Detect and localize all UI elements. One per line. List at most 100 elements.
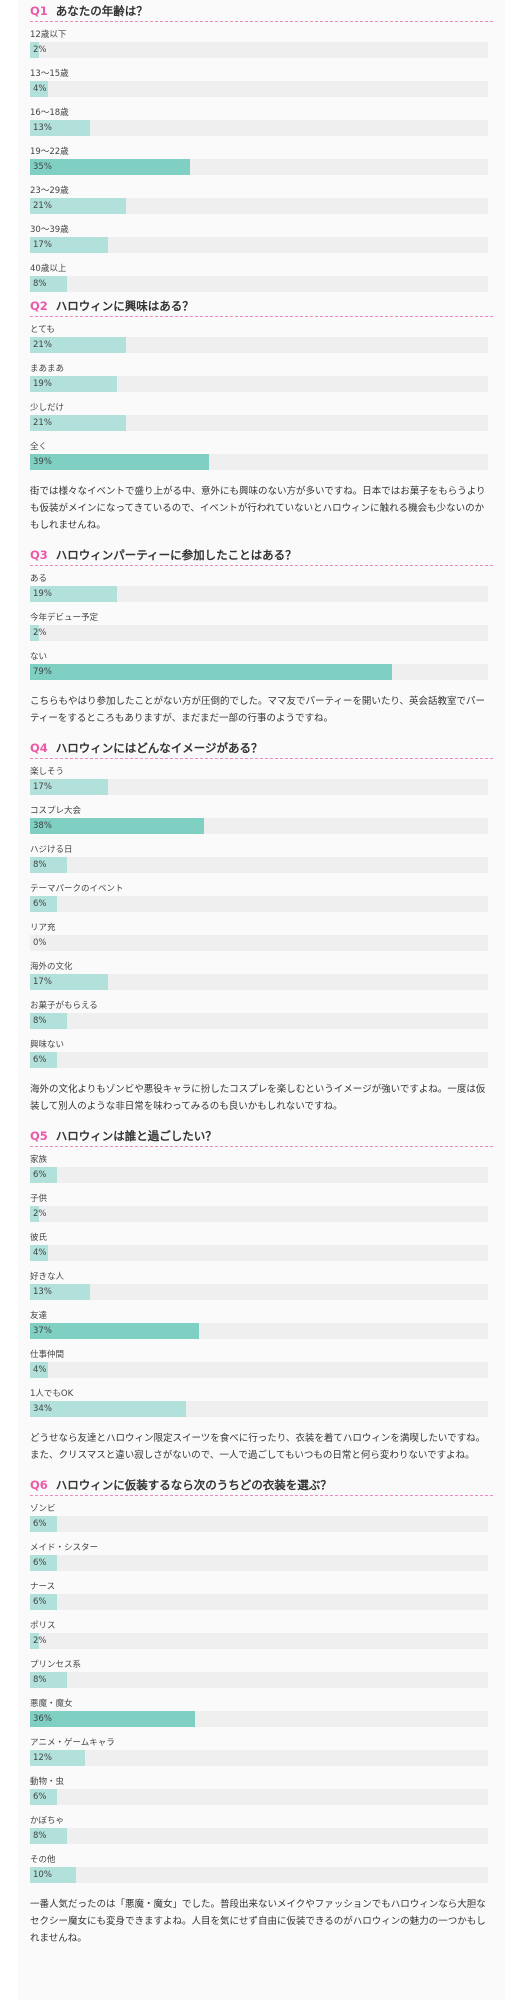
answer-label: 楽しそう [30, 767, 65, 777]
percent-label: 21% [33, 201, 52, 211]
bar-fill [30, 1167, 57, 1183]
question-number: Q2 [30, 298, 48, 313]
question-title: Q6 ハロウィンに仮装するなら次のうちどの衣装を選ぶ？ [30, 1474, 493, 1496]
percent-label: 2% [33, 1209, 47, 1219]
answer-option: まあまあ 19% [30, 356, 493, 395]
bar-track: 12% [30, 1750, 488, 1766]
percent-label: 17% [33, 240, 52, 250]
answer-option: 楽しそう 17% [30, 759, 493, 798]
bar-fill [30, 337, 126, 353]
answer-label: コスプレ大会 [30, 806, 82, 816]
bar-track: 13% [30, 1284, 488, 1300]
percent-label: 4% [33, 84, 47, 94]
percent-label: 6% [33, 1519, 47, 1529]
bar-fill [30, 1555, 57, 1571]
percent-label: 8% [33, 1675, 47, 1685]
answer-label: ない [30, 652, 48, 662]
answer-option: テーマパークのイベント 6% [30, 876, 493, 915]
answer-option: 仕事仲間 4% [30, 1342, 493, 1381]
answer-option: ない 79% [30, 644, 493, 683]
bar-track: 35% [30, 159, 488, 175]
answer-option: コスプレ大会 38% [30, 798, 493, 837]
percent-label: 8% [33, 860, 47, 870]
bar-track: 19% [30, 376, 488, 392]
percent-label: 2% [33, 1636, 47, 1646]
bar-track: 6% [30, 1052, 488, 1068]
question-title: Q4 ハロウィンにはどんなイメージがある？ [30, 737, 493, 759]
question-title: Q2 ハロウィンに興味はある？ [30, 295, 493, 317]
answer-option: 16～18歳 13% [30, 100, 493, 139]
percent-label: 8% [33, 279, 47, 289]
percent-label: 36% [33, 1714, 52, 1724]
answer-label: 子供 [30, 1194, 48, 1204]
answer-label: 興味ない [30, 1040, 65, 1050]
percent-label: 19% [33, 379, 52, 389]
answer-option: 13～15歳 4% [30, 61, 493, 100]
answer-label: とても [30, 325, 55, 335]
percent-label: 17% [33, 782, 52, 792]
percent-label: 6% [33, 899, 47, 909]
bar-track: 6% [30, 1167, 488, 1183]
bar-track: 6% [30, 1516, 488, 1532]
answer-option: 悪魔・魔女 36% [30, 1691, 493, 1730]
bar-fill [30, 1672, 67, 1688]
bar-fill [30, 1594, 57, 1610]
percent-label: 13% [33, 123, 52, 133]
bar-fill [30, 237, 108, 253]
bar-track: 6% [30, 1555, 488, 1571]
bar-fill [30, 1323, 199, 1339]
answer-label: 全く [30, 442, 48, 452]
answer-option: その他 10% [30, 1847, 493, 1886]
bar-track: 4% [30, 81, 488, 97]
answer-option: 30～39歳 17% [30, 217, 493, 256]
answer-option: 海外の文化 17% [30, 954, 493, 993]
question-section-3: Q3 ハロウィンパーティーに参加したことはある？ ある 19% 今年デビュー予定 2% ない… [30, 544, 493, 727]
bar-fill [30, 625, 39, 641]
answer-option: アニメ・ゲームキャラ 12% [30, 1730, 493, 1769]
answer-option: ハジける日 8% [30, 837, 493, 876]
question-number: Q4 [30, 740, 48, 755]
answer-label: 家族 [30, 1155, 48, 1165]
question-comment: どうせなら友達とハロウィン限定スイーツを食べに行ったり、衣装を着てハロウィンを満… [30, 1433, 486, 1461]
bar-track: 8% [30, 1828, 488, 1844]
answer-option: プリンセス系 8% [30, 1652, 493, 1691]
percent-label: 38% [33, 821, 52, 831]
bar-track: 4% [30, 1245, 488, 1261]
question-title: Q1 あなたの年齢は？ [30, 0, 493, 22]
answer-label: 友達 [30, 1311, 48, 1321]
answer-label: 19～22歳 [30, 147, 69, 157]
answer-option: 子供 2% [30, 1186, 493, 1225]
answer-label: 悪魔・魔女 [30, 1699, 73, 1709]
bar-track: 8% [30, 1013, 488, 1029]
answer-label: お菓子がもらえる [30, 1001, 98, 1011]
question-text: ハロウィンパーティーに参加したことはある？ [55, 547, 297, 562]
answer-label: メイド・シスター [30, 1543, 99, 1553]
bar-track: 17% [30, 237, 488, 253]
question-comment: 海外の文化よりもゾンビや悪役キャラに扮したコスプレを楽しむというイメージが強いで… [30, 1084, 486, 1112]
answer-label: プリンセス系 [30, 1660, 82, 1670]
bar-fill [30, 1516, 57, 1532]
bar-fill [30, 81, 48, 97]
answer-option: お菓子がもらえる 8% [30, 993, 493, 1032]
question-title: Q5 ハロウィンは誰と過ごしたい？ [30, 1125, 493, 1147]
question-section-6: Q6 ハロウィンに仮装するなら次のうちどの衣装を選ぶ？ ゾンビ 6% メイド・シスター 6… [30, 1474, 493, 1947]
bar-track: 17% [30, 974, 488, 990]
bar-track: 2% [30, 1206, 488, 1222]
bar-track: 0% [30, 935, 488, 951]
percent-label: 4% [33, 1365, 47, 1375]
percent-label: 39% [33, 457, 52, 467]
bar-track: 19% [30, 586, 488, 602]
question-number: Q5 [30, 1128, 48, 1143]
question-number: Q6 [30, 1477, 48, 1492]
answer-label: その他 [30, 1855, 56, 1865]
bar-track: 36% [30, 1711, 488, 1727]
answer-label: 彼氏 [30, 1233, 48, 1243]
answer-option: 19～22歳 35% [30, 139, 493, 178]
answer-label: テーマパークのイベント [30, 884, 124, 894]
answer-label: 好きな人 [30, 1272, 65, 1282]
bar-track: 8% [30, 276, 488, 292]
percent-label: 37% [33, 1326, 52, 1336]
answer-label: 1人でもOK [30, 1389, 74, 1399]
answer-option: 全く 39% [30, 434, 493, 473]
answer-label: リア充 [30, 923, 56, 933]
